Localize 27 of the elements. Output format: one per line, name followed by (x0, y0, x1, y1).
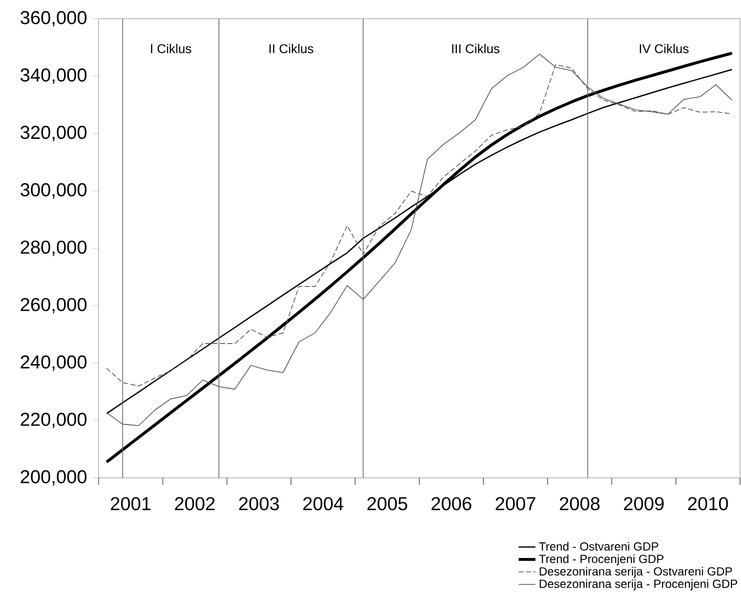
x-tick-label: 2001 (110, 497, 150, 510)
annotation: IV Ciklus (640, 44, 689, 54)
x-tick-label: 2009 (624, 497, 664, 510)
x-tick-label: 2008 (560, 497, 600, 510)
x-tick-label: 2003 (239, 497, 279, 510)
x-tick-label: 2006 (432, 497, 472, 510)
y-tick-label: 200,000 (20, 470, 87, 486)
legend-label: Trend - Procenjeni GDP (539, 554, 664, 566)
legend-label: Trend - Ostvareni GDP (539, 542, 658, 551)
annotation: III Ciklus (452, 44, 500, 54)
y-tick-label: 280,000 (20, 240, 87, 256)
y-tick-label: 340,000 (20, 68, 87, 84)
x-tick-label: 2010 (688, 497, 728, 510)
y-tick-label: 260,000 (20, 298, 87, 314)
x-tick-label: 2005 (367, 497, 408, 510)
y-tick-label: 360,000 (20, 11, 87, 26)
legend-label: Desezonirana serija - Procenjeni GDP (540, 579, 738, 590)
annotation: II Ciklus (270, 44, 314, 54)
annotation: I Ciklus (151, 44, 192, 54)
x-tick-label: 2004 (303, 497, 344, 510)
y-tick-label: 220,000 (20, 412, 87, 428)
x-tick-label: 2002 (175, 497, 215, 510)
y-tick-label: 300,000 (20, 183, 87, 199)
y-tick-label: 240,000 (20, 355, 87, 371)
y-tick-label: 320,000 (20, 126, 87, 142)
x-tick-label: 2007 (496, 497, 536, 510)
legend-label: Desezonirana serija - Ostvareni GDP (540, 566, 732, 578)
